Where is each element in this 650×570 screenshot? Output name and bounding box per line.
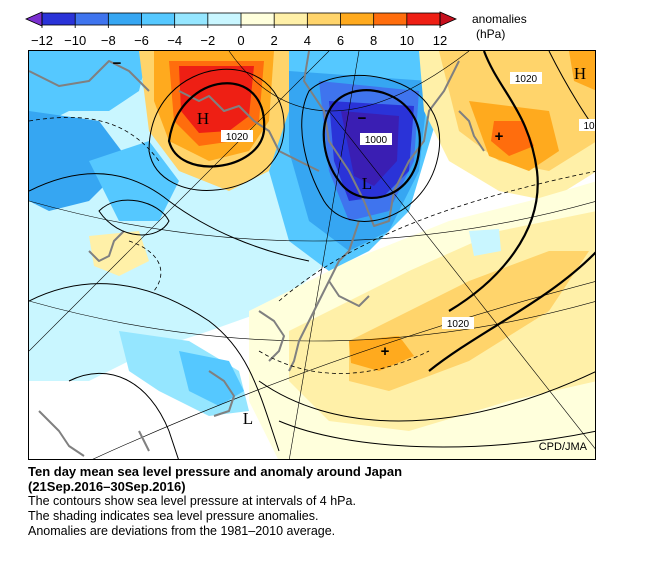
colorbar-tick-label: 4: [304, 33, 311, 48]
high-pressure-label: H: [197, 109, 209, 128]
colorbar-tick-label: −4: [167, 33, 182, 48]
low-pressure-label: L: [362, 174, 372, 193]
colorbar-tick-label: 0: [237, 33, 244, 48]
colorbar-cell: [406, 13, 441, 25]
caption-line: The shading indicates sea level pressure…: [28, 509, 319, 523]
colorbar-tick-label: −8: [101, 33, 116, 48]
colorbar-cell: [241, 13, 275, 25]
colorbar-cell: [108, 13, 142, 25]
colorbar-tick-label: 8: [370, 33, 377, 48]
colorbar-tick-label: −12: [31, 33, 53, 48]
legend-title-line2: (hPa): [476, 27, 505, 41]
pressure-labels: 1020 1000 1020 1020 10: [221, 72, 595, 330]
isobar-label: 1020: [515, 74, 538, 85]
colorbar-right-arrow: [439, 11, 457, 27]
credit-label: CPD/JMA: [538, 441, 587, 453]
colorbar-cell: [274, 13, 308, 25]
colorbar-cell: [307, 13, 341, 25]
colorbar-tick-label: 2: [271, 33, 278, 48]
colorbar-cell: [174, 13, 209, 25]
map-caption: Ten day mean sea level pressure and anom…: [28, 464, 628, 539]
colorbar-cell: [340, 13, 375, 25]
colorbar-cell: [373, 13, 408, 25]
colorbar-ticks: −12 −10 −8 −6 −4 −2 0 2 4 6 8 10 12: [31, 13, 447, 48]
colorbar-cell: [207, 13, 242, 25]
isobar-label: 1000: [365, 135, 388, 146]
center-marker: −: [113, 55, 122, 72]
isobars-dashed: [29, 116, 595, 374]
colorbar-cells: [42, 13, 441, 25]
isobar-label: 10: [583, 121, 595, 132]
pressure-centers: H L H L: [197, 64, 586, 428]
colorbar-tick-label: 6: [337, 33, 344, 48]
colorbar-cell: [75, 13, 109, 25]
colorbar-cell: [42, 13, 76, 25]
low-pressure-label: L: [243, 409, 253, 428]
caption-line: Anomalies are deviations from the 1981–2…: [28, 524, 336, 538]
isobar-label: 1020: [447, 319, 470, 330]
colorbar-tick-label: 12: [433, 33, 447, 48]
colorbar-tick-label: −10: [64, 33, 86, 48]
high-pressure-label: H: [574, 64, 586, 83]
legend-title-line1: anomalies: [472, 12, 527, 26]
coastlines: [29, 51, 485, 457]
center-marker: +: [381, 343, 390, 360]
colorbar-tick-label: −6: [134, 33, 149, 48]
colorbar-left-arrow: [25, 11, 43, 27]
center-markers: − + + −: [113, 55, 504, 360]
isobars: [29, 51, 595, 459]
pressure-anomaly-map: 1020 1000 1020 1020 10 H L H L − + + − C…: [28, 50, 596, 460]
colorbar-tick-label: 10: [400, 33, 414, 48]
graticule: [29, 51, 595, 459]
anomaly-colorbar: −12 −10 −8 −6 −4 −2 0 2 4 6 8 10 12 anomalies (hPa): [25, 11, 527, 48]
isobar-label: 1020: [226, 132, 249, 143]
caption-title: Ten day mean sea level pressure and anom…: [28, 464, 403, 479]
colorbar-cell: [141, 13, 176, 25]
colorbar-tick-label: −2: [200, 33, 215, 48]
caption-line: The contours show sea level pressure at …: [28, 494, 356, 508]
caption-period: (21Sep.2016–30Sep.2016): [28, 479, 186, 494]
center-marker: +: [495, 128, 504, 145]
center-marker: −: [358, 110, 367, 127]
